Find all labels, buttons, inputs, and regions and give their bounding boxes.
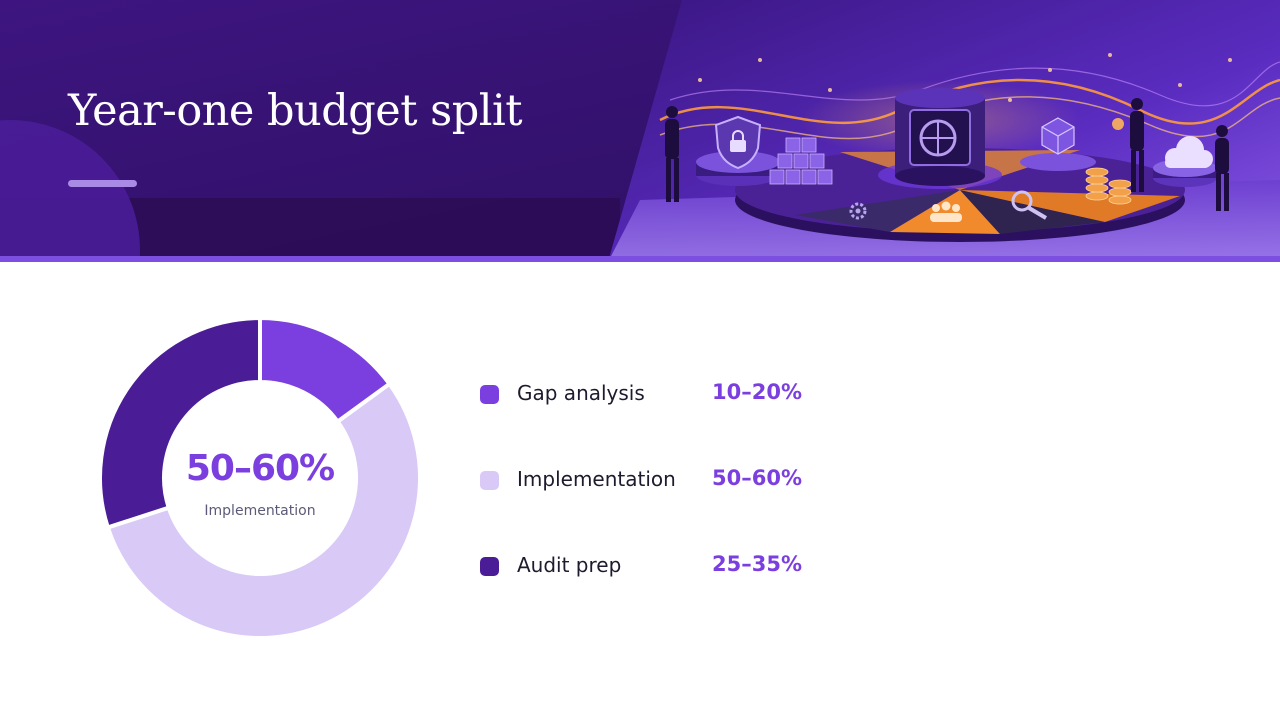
donut-slice-audit-prep bbox=[98, 315, 262, 530]
legend-value: 25–35% bbox=[712, 552, 802, 576]
donut-slice-implementation bbox=[105, 381, 422, 640]
legend-item-audit-prep: Audit prep 25–35% bbox=[480, 542, 840, 590]
legend-item-gap-analysis: Gap analysis 10–20% bbox=[480, 370, 840, 418]
coin-stack-icon bbox=[1085, 167, 1132, 205]
cloud-icon bbox=[1165, 136, 1213, 168]
legend-label: Gap analysis bbox=[517, 381, 645, 405]
people-icon bbox=[930, 201, 962, 222]
shield-lock-icon bbox=[714, 115, 762, 170]
legend-swatch bbox=[480, 557, 499, 576]
legend-swatch bbox=[480, 385, 499, 404]
legend-value: 10–20% bbox=[712, 380, 802, 404]
magnifier-icon bbox=[1011, 190, 1048, 220]
legend-label: Audit prep bbox=[517, 553, 622, 577]
slide-title: Year-one budget split bbox=[68, 86, 523, 136]
donut-center-value: 50–60% bbox=[185, 448, 335, 489]
legend-item-implementation: Implementation 50–60% bbox=[480, 456, 840, 504]
gear-icon bbox=[849, 202, 867, 220]
legend-swatch bbox=[480, 471, 499, 490]
vault-icon bbox=[909, 109, 971, 166]
header-illustration bbox=[0, 0, 1280, 262]
title-underline bbox=[68, 180, 137, 187]
cube-icon bbox=[1041, 117, 1075, 155]
header-banner: Year-one budget split bbox=[0, 0, 1280, 262]
donut-chart: 50–60% Implementation bbox=[90, 308, 430, 648]
legend-label: Implementation bbox=[517, 467, 676, 491]
legend-value: 50–60% bbox=[712, 466, 802, 490]
donut-chart-svg bbox=[98, 315, 422, 640]
donut-center-label: Implementation bbox=[204, 503, 316, 519]
